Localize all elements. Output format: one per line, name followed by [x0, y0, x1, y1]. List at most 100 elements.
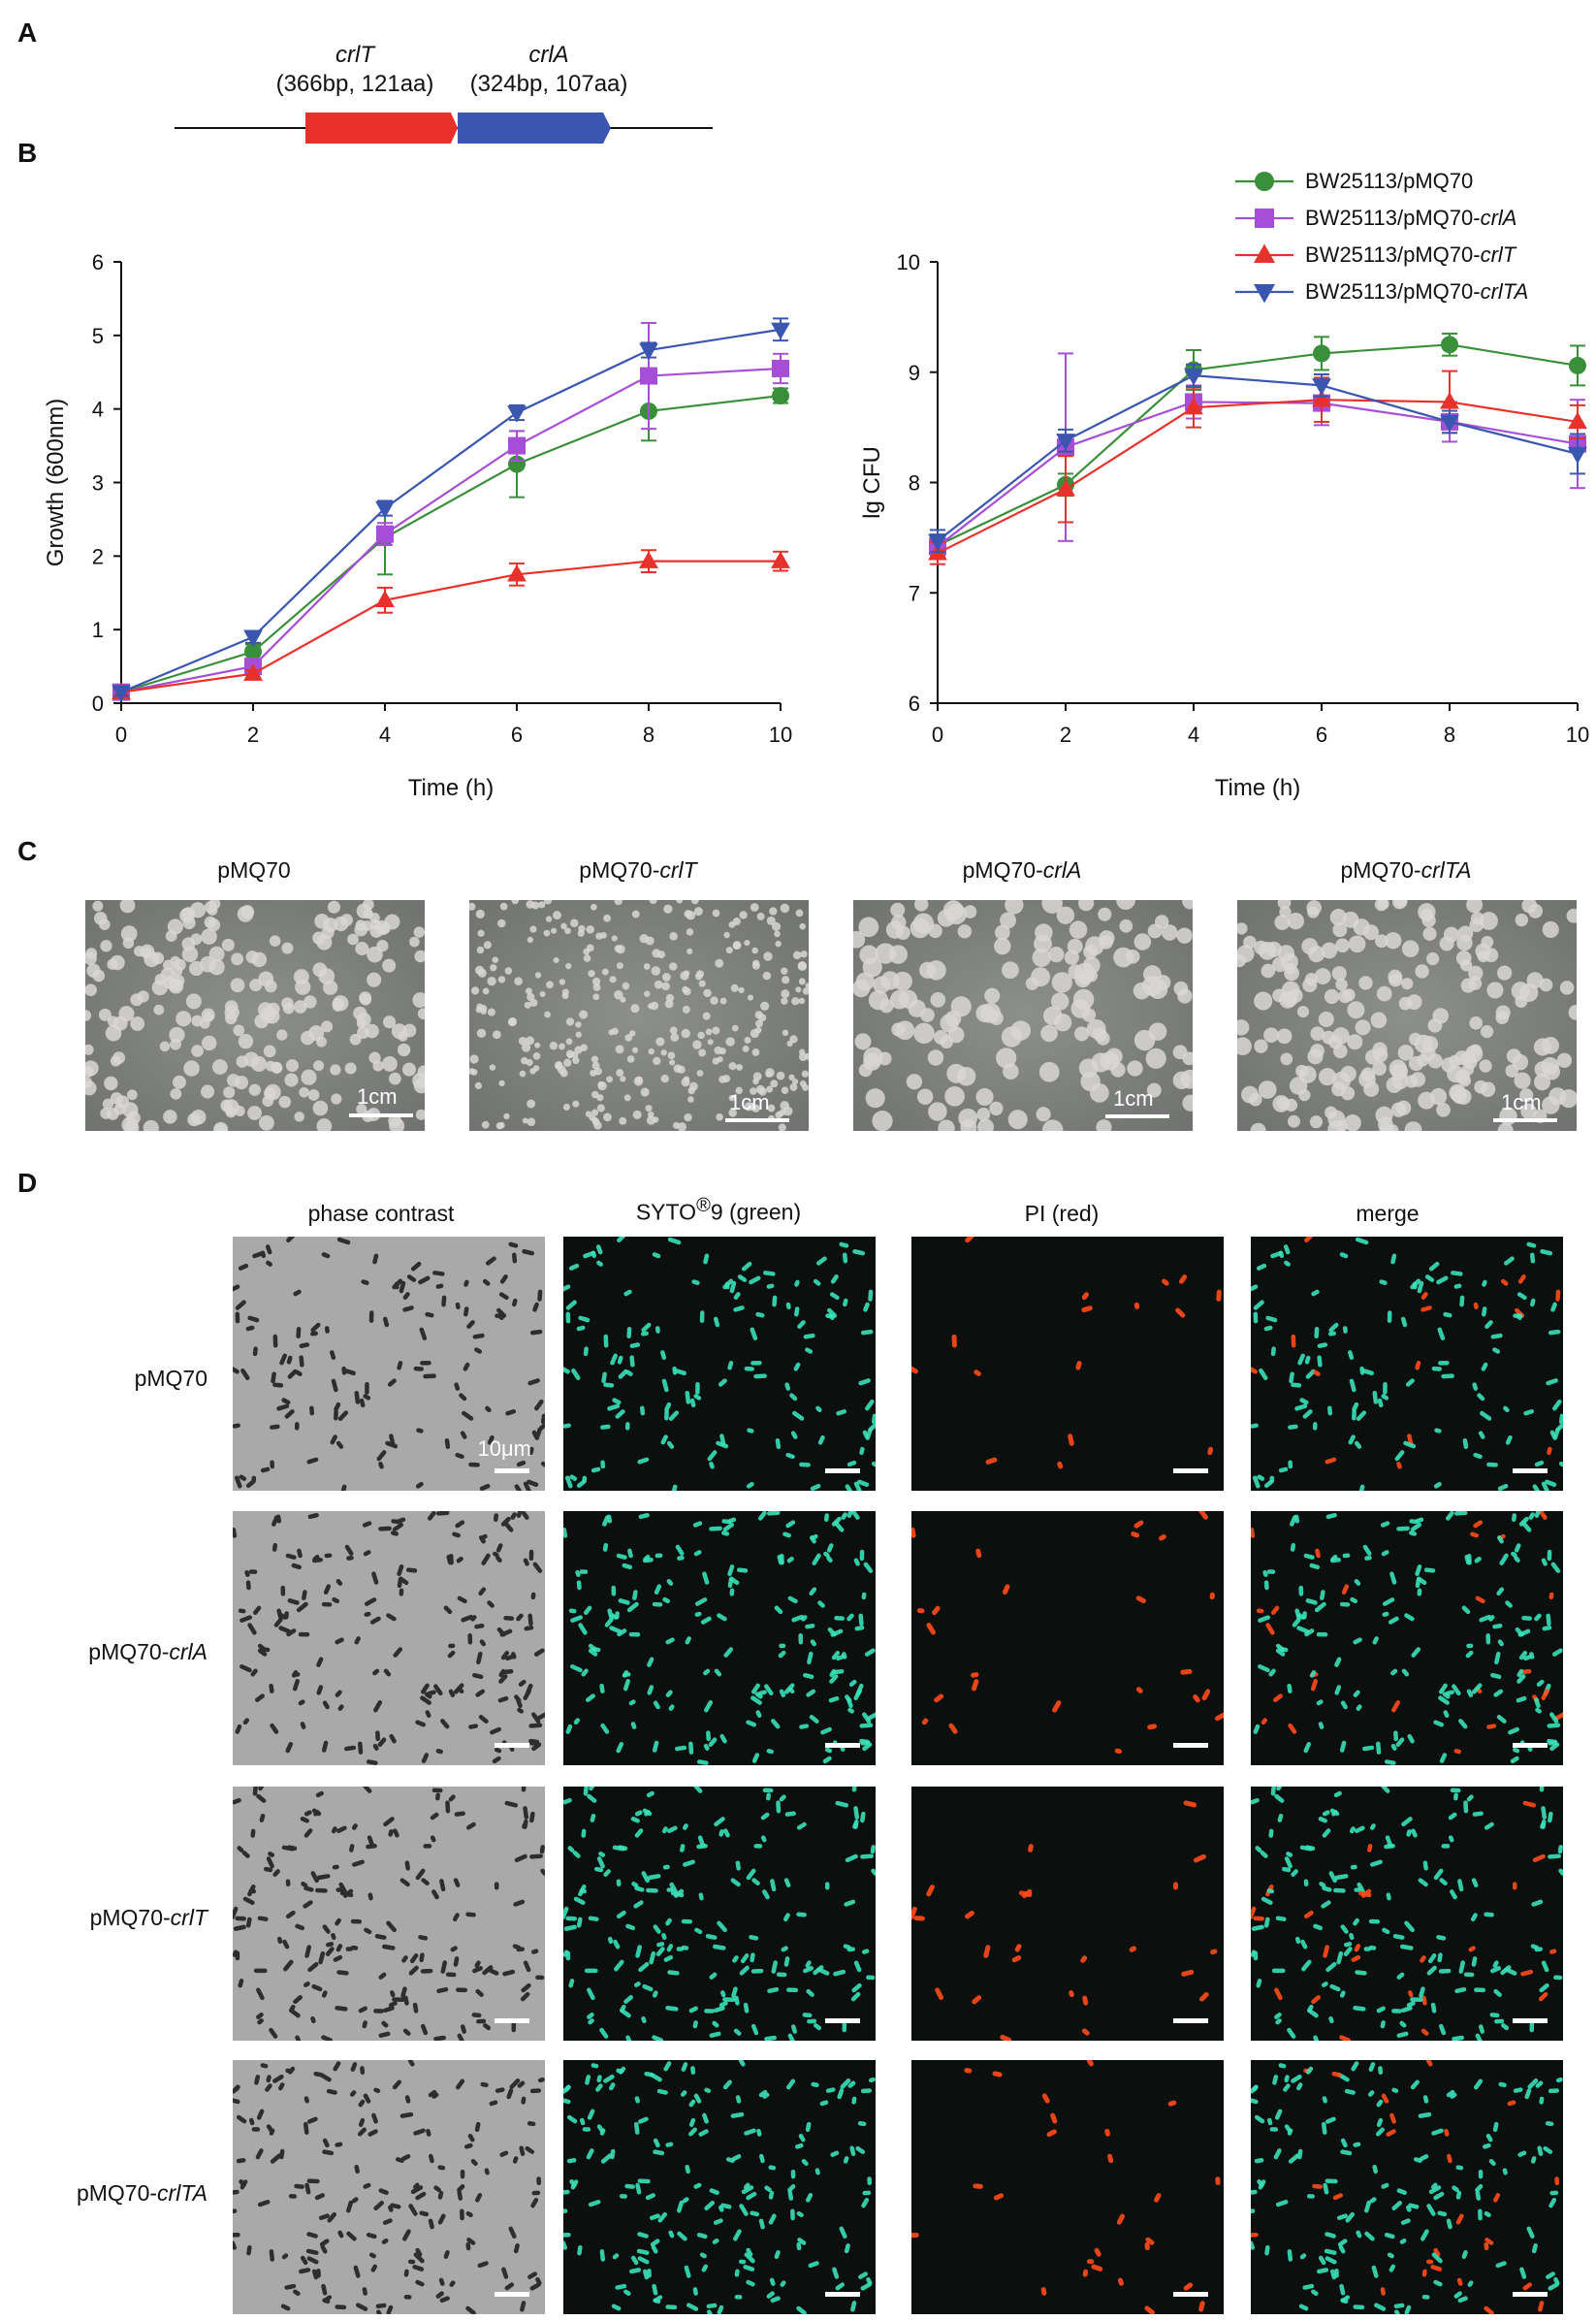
series-line	[937, 374, 1579, 542]
micrograph	[233, 1787, 545, 2041]
legend-marker-square-icon	[1235, 209, 1293, 228]
y-axis-label: Growth (600nm)	[43, 399, 69, 566]
series-line	[120, 367, 782, 693]
x-tick-label: 10	[1566, 723, 1589, 747]
micro-column-title: SYTO®9 (green)	[635, 1195, 802, 1225]
data-point-triangle-up	[1568, 411, 1587, 430]
micro-scale-bar	[1173, 2018, 1208, 2023]
cfu-chart: 0 2 4 6 8 10 6 7 8 9 10 Time (h) lg CFU	[859, 250, 1589, 801]
data-point-triangle-up	[243, 663, 263, 681]
plate-scale-label: 1cm	[357, 1084, 398, 1109]
series-1	[112, 321, 789, 701]
plate-title: pMQ70	[217, 857, 291, 883]
legend-label-suffix: crlT	[1480, 242, 1516, 267]
legend-entry-pmq70: BW25113/pMQ70	[1233, 163, 1528, 200]
data-point-triangle-up	[639, 551, 658, 568]
micro-scale-label: 10μm	[477, 1436, 531, 1461]
series-line	[120, 394, 782, 693]
y-tick-label: 6	[92, 250, 104, 274]
micro-scale-bar	[1513, 2018, 1548, 2023]
legend-entry-crlta: BW25113/pMQ70- crlTA	[1233, 274, 1528, 310]
micro-scale-bar	[825, 2018, 860, 2023]
data-point-circle	[1255, 172, 1274, 191]
micro-scale-bar	[495, 2292, 529, 2297]
x-tick-label: 10	[769, 723, 792, 747]
data-point-square	[508, 436, 526, 455]
x-axis-label: Time (h)	[408, 775, 494, 801]
data-point-circle	[1569, 356, 1586, 374]
panel-letter-a: A	[17, 17, 38, 48]
gene-name-crla: crlA	[528, 42, 569, 68]
micrograph	[233, 1511, 545, 1765]
data-point-triangle-down	[243, 629, 263, 648]
data-point-circle	[244, 642, 262, 661]
y-tick-label: 3	[92, 471, 104, 496]
data-point-triangle-down	[1056, 434, 1075, 451]
growth-chart: 0 2 4 6 8 10 0 1 2 3 4 5 6 Time (h) Growth (600nm)	[43, 250, 792, 801]
legend-label-suffix: crlA	[1480, 206, 1517, 230]
micrograph	[911, 2060, 1224, 2314]
plate-scale-bar	[725, 1118, 789, 1122]
panel-letter-c: C	[17, 836, 38, 866]
x-tick-label: 0	[115, 723, 127, 747]
micro-scale-bar	[825, 1743, 860, 1748]
y-tick-label: 7	[909, 581, 920, 605]
legend-label: BW25113/pMQ70-	[1305, 279, 1481, 304]
series-0	[929, 332, 1586, 558]
data-point-square	[772, 359, 789, 377]
micro-scale-bar	[1173, 2292, 1208, 2297]
micro-column-title: merge	[1356, 1201, 1420, 1226]
gene-arrow-crlt	[305, 113, 458, 144]
series-line	[937, 399, 1579, 555]
x-tick-label: 2	[1060, 723, 1071, 747]
series-3	[112, 317, 790, 702]
gene-diagram	[175, 113, 713, 144]
legend-label: BW25113/pMQ70-	[1305, 242, 1481, 267]
legend-entry-crlt: BW25113/pMQ70- crlT	[1233, 237, 1528, 274]
y-tick-label: 5	[92, 324, 104, 348]
data-point-triangle-down	[639, 342, 658, 361]
micrograph	[911, 1787, 1224, 2041]
chart-legend: BW25113/pMQ70 BW25113/pMQ70- crlA BW25113…	[1233, 163, 1528, 310]
series-line	[937, 401, 1579, 548]
plate-title: pMQ70-crlTA	[1340, 857, 1472, 883]
plate-scale-bar	[349, 1113, 413, 1117]
data-point-triangle-down	[1440, 414, 1459, 433]
x-tick-label: 8	[643, 723, 654, 747]
micro-scale-bar	[1173, 1468, 1208, 1473]
micro-scale-bar	[1513, 1743, 1548, 1748]
data-point-triangle-up	[1056, 478, 1075, 497]
micrograph	[911, 1237, 1224, 1491]
micro-scale-bar	[495, 1743, 529, 1748]
data-point-triangle-up	[1254, 243, 1275, 263]
series-line	[120, 560, 781, 693]
y-tick-label: 8	[909, 471, 920, 496]
legend-marker-triangle-up-icon	[1235, 243, 1293, 263]
data-point-triangle-down	[507, 405, 527, 423]
micrograph	[233, 2060, 545, 2314]
panel-letter-d: D	[17, 1168, 38, 1198]
y-tick-label: 6	[909, 692, 920, 716]
micrograph	[1251, 1237, 1563, 1491]
micrograph	[563, 1787, 876, 2041]
data-point-triangle-up	[375, 590, 395, 608]
series-2	[112, 549, 790, 699]
x-tick-label: 6	[1316, 723, 1327, 747]
series-line	[120, 328, 782, 693]
micrograph	[563, 1237, 876, 1491]
micrograph: 10μm	[233, 1237, 545, 1491]
data-point-circle	[1313, 344, 1330, 363]
gene-info-crlt: (366bp, 121aa)	[275, 71, 434, 97]
micrograph	[563, 1511, 876, 1765]
x-tick-label: 6	[511, 723, 523, 747]
data-point-triangle-up	[1184, 397, 1203, 415]
data-point-triangle-down	[1184, 368, 1203, 386]
data-point-triangle-down	[112, 685, 131, 702]
data-point-triangle-down	[1254, 284, 1275, 304]
series-1	[929, 352, 1586, 559]
gene-name-crlt: crlT	[335, 42, 374, 68]
y-tick-label: 9	[909, 361, 920, 385]
data-point-triangle-up	[1440, 392, 1459, 409]
plate-scale-bar	[1493, 1118, 1557, 1122]
x-axis-label: Time (h)	[1215, 775, 1300, 801]
